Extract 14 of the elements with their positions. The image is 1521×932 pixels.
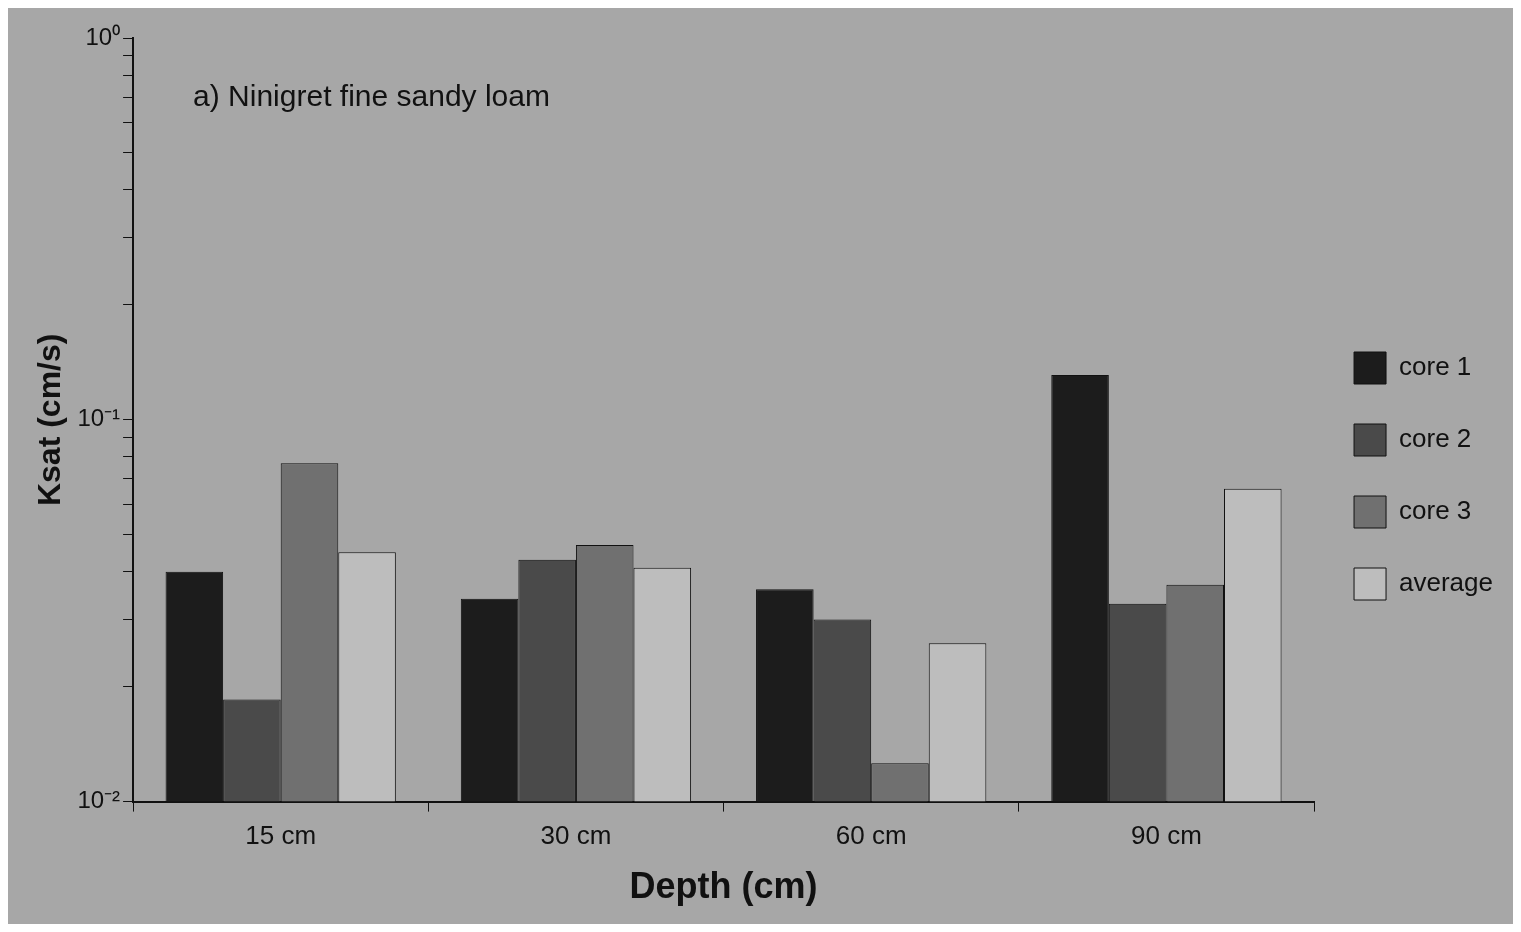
x-axis-title: Depth (cm) <box>629 865 818 907</box>
text: a) Ninigret fine sandy loam <box>193 79 550 113</box>
y-tick-label: 10⁻² <box>77 786 121 814</box>
x-tick-label: 15 cm <box>245 820 317 851</box>
legend-label: core 2 <box>1399 423 1472 454</box>
y-tick-label: 10⁻¹ <box>77 404 121 432</box>
x-tick-label: 30 cm <box>540 820 612 851</box>
y-tick-label: 10⁰ <box>85 22 121 50</box>
legend-label: core 3 <box>1399 495 1472 526</box>
legend-label: average <box>1399 567 1494 598</box>
x-tick-label: 60 cm <box>835 820 907 851</box>
legend-label: core 1 <box>1399 351 1472 382</box>
y-axis-title: Ksat (cm/s) <box>31 333 68 507</box>
x-tick-label: 90 cm <box>1131 820 1202 851</box>
